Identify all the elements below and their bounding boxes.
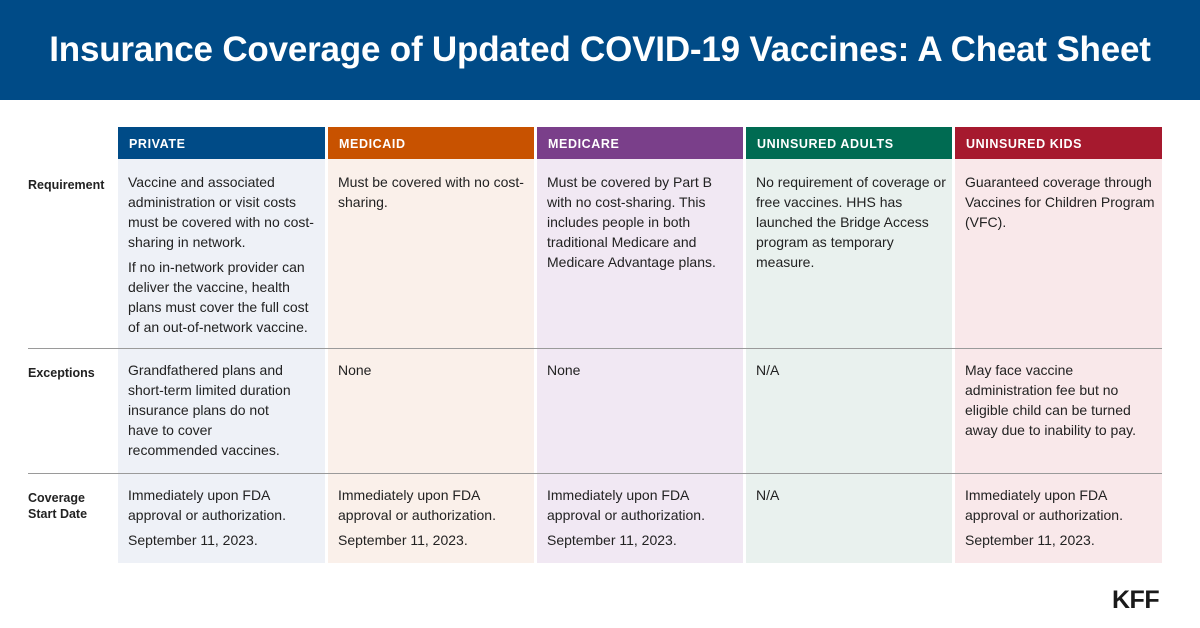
row-label-coverage-line1: Coverage bbox=[28, 491, 85, 505]
cell-uninsured-kids-requirement: Guaranteed coverage through Vaccines for… bbox=[955, 172, 1162, 232]
cell-medicare-exceptions: None bbox=[537, 360, 743, 380]
column-bg-medicare bbox=[537, 159, 743, 563]
row-label-coverage-start-date: Coverage Start Date bbox=[28, 490, 87, 522]
row-label-coverage-line2: Start Date bbox=[28, 507, 88, 521]
cell-text: May face vaccine administration fee but … bbox=[965, 362, 1136, 438]
kff-logo: KFF bbox=[1112, 586, 1160, 614]
column-header-private: PRIVATE bbox=[118, 127, 325, 159]
title-banner: Insurance Coverage of Updated COVID-19 V… bbox=[0, 0, 1200, 100]
cell-text: No requirement of coverage or free vacci… bbox=[756, 174, 946, 270]
cell-uninsured-adults-exceptions: N/A bbox=[746, 360, 952, 380]
cell-text: None bbox=[547, 362, 581, 378]
cell-private-coverage: Immediately upon FDA approval or authori… bbox=[118, 485, 325, 550]
column-header-medicare: MEDICARE bbox=[537, 127, 743, 159]
cell-private-requirement: Vaccine and associated administration or… bbox=[118, 172, 325, 337]
cell-text: Immediately upon FDA approval or authori… bbox=[128, 487, 286, 523]
cell-text: Grandfathered plans and short-term limit… bbox=[128, 362, 291, 458]
row-label-exceptions: Exceptions bbox=[28, 366, 95, 380]
cell-uninsured-kids-exceptions: May face vaccine administration fee but … bbox=[955, 360, 1145, 440]
cell-text: Must be covered with no cost-sharing. bbox=[338, 174, 524, 210]
cell-uninsured-kids-coverage: Immediately upon FDA approval or authori… bbox=[955, 485, 1162, 550]
cell-medicaid-coverage: Immediately upon FDA approval or authori… bbox=[328, 485, 534, 550]
column-bg-uninsured-adults bbox=[746, 159, 952, 563]
cell-text: Vaccine and associated administration or… bbox=[128, 174, 314, 250]
column-bg-medicaid bbox=[328, 159, 534, 563]
column-bg-uninsured-kids bbox=[955, 159, 1162, 563]
cell-medicare-requirement: Must be covered by Part B with no cost-s… bbox=[537, 172, 743, 272]
column-header-uninsured-kids: UNINSURED KIDS bbox=[955, 127, 1162, 159]
column-header-uninsured-adults: UNINSURED ADULTS bbox=[746, 127, 952, 159]
cell-date: September 11, 2023. bbox=[547, 532, 677, 548]
cell-text: None bbox=[338, 362, 372, 378]
column-bg-private bbox=[118, 159, 325, 563]
cell-text: If no in-network provider can deliver th… bbox=[128, 259, 309, 335]
cell-text: N/A bbox=[756, 487, 780, 503]
cell-text: N/A bbox=[756, 362, 780, 378]
cell-date: September 11, 2023. bbox=[965, 532, 1095, 548]
cell-text: Immediately upon FDA approval or authori… bbox=[338, 487, 496, 523]
cell-date: September 11, 2023. bbox=[338, 532, 468, 548]
cell-text: Immediately upon FDA approval or authori… bbox=[547, 487, 705, 523]
cell-date: September 11, 2023. bbox=[128, 532, 258, 548]
row-divider bbox=[28, 348, 1162, 349]
page-title: Insurance Coverage of Updated COVID-19 V… bbox=[49, 30, 1151, 69]
row-label-requirement: Requirement bbox=[28, 178, 105, 192]
row-divider bbox=[28, 473, 1162, 474]
cell-text: Guaranteed coverage through Vaccines for… bbox=[965, 174, 1155, 230]
cell-medicaid-requirement: Must be covered with no cost-sharing. bbox=[328, 172, 534, 212]
cell-medicaid-exceptions: None bbox=[328, 360, 534, 380]
cell-uninsured-adults-requirement: No requirement of coverage or free vacci… bbox=[746, 172, 952, 272]
cell-text: Immediately upon FDA approval or authori… bbox=[965, 487, 1123, 523]
cell-medicare-coverage: Immediately upon FDA approval or authori… bbox=[537, 485, 743, 550]
column-header-medicaid: MEDICAID bbox=[328, 127, 534, 159]
cell-private-exceptions: Grandfathered plans and short-term limit… bbox=[118, 360, 298, 460]
cell-text: Must be covered by Part B with no cost-s… bbox=[547, 174, 716, 270]
cell-uninsured-adults-coverage: N/A bbox=[746, 485, 952, 505]
